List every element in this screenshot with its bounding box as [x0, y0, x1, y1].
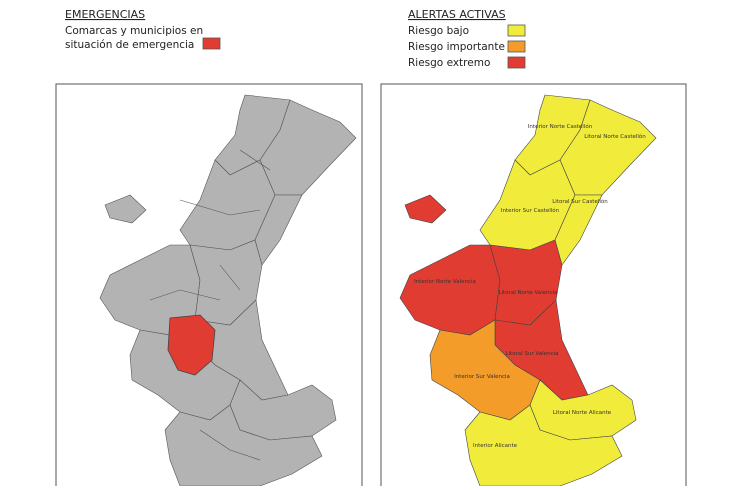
left-map [99, 94, 357, 487]
comarca [104, 194, 147, 224]
zone-label: Litoral Norte Alicante [553, 410, 612, 416]
emergency-comarca [167, 314, 216, 376]
legend: Riesgo bajo Riesgo importante Riesgo extre… [408, 24, 526, 69]
zone-label: Litoral Sur Valencia [505, 351, 558, 357]
comarca [164, 404, 323, 487]
zone [559, 99, 657, 196]
legend-text: situación de emergencia [65, 39, 194, 51]
legend-text: Comarcas y municipios en [65, 25, 203, 37]
legend-swatch [507, 24, 526, 37]
zone [464, 404, 623, 487]
legend-title: EMERGENCIAS [65, 8, 145, 21]
zone-label: Interior Sur Valencia [454, 374, 510, 380]
comarca [254, 194, 303, 266]
zone-label: Litoral Sur Castellón [552, 198, 608, 205]
legend-swatch [507, 56, 526, 69]
legend-text: Riesgo importante [408, 41, 505, 53]
zone-label: Interior Norte Castellón [528, 123, 593, 130]
comarca-border [219, 264, 241, 291]
zone-label: Interior Alicante [473, 443, 518, 449]
legend-swatch [507, 40, 526, 53]
right-map: Interior Norte Castellón Litoral Norte Ca… [399, 94, 657, 487]
comarca-border [239, 149, 271, 171]
comarca [259, 99, 357, 196]
zone-label: Interior Sur Castellón [501, 207, 560, 214]
zone-label: Litoral Norte Castellón [584, 133, 646, 140]
zone-enclave [404, 194, 447, 224]
zone-label: Interior Norte Valencia [414, 279, 476, 285]
zone [554, 194, 603, 266]
legend-swatch [202, 37, 221, 50]
left-frame [55, 83, 363, 490]
comarca-border [179, 199, 261, 216]
comarca-border [199, 429, 261, 461]
legend-text: Riesgo extremo [408, 57, 490, 69]
comarca-border [149, 289, 221, 301]
legend-title: ALERTAS ACTIVAS [408, 8, 506, 21]
legend-text: Riesgo bajo [408, 25, 469, 37]
right-frame [380, 83, 687, 490]
zone-label: Litoral Norte Valencia [498, 290, 557, 296]
